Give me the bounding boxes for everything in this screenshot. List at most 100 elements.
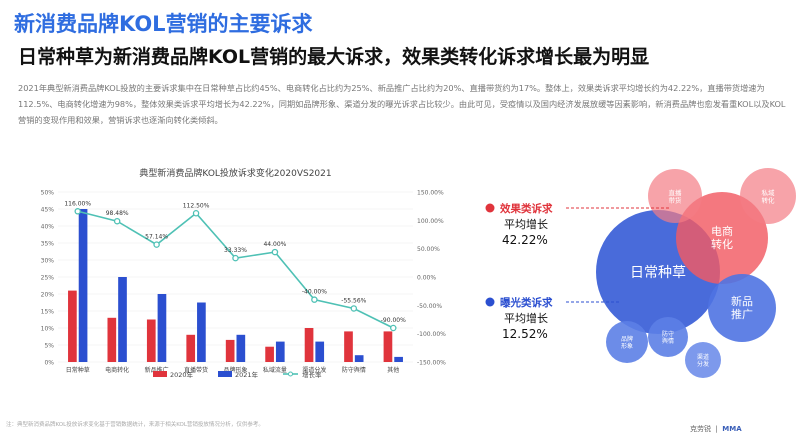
bubble-4 (740, 168, 796, 224)
y-left-tick-label: 20% (41, 292, 55, 299)
y-left-tick-label: 40% (41, 224, 55, 231)
growth-data-label: 116.00% (64, 200, 91, 207)
bar-2021 (236, 334, 246, 362)
bubble-label: 直播带货 (669, 188, 683, 205)
bubble-label: 私域转化 (762, 188, 776, 205)
bubble-label: 新品推广 (731, 294, 753, 321)
bar-2020 (146, 319, 156, 362)
x-tick-label: 直播带货 (184, 366, 208, 374)
bubble-label: 品牌形象 (621, 335, 633, 350)
page-subtitle: 日常种草为新消费品牌KOL营销的最大诉求，效果类转化诉求增长最为明显 (18, 46, 650, 68)
annotation-dot-0 (485, 203, 495, 213)
growth-point (232, 254, 239, 262)
bubble-label: 渠道分发 (697, 353, 709, 368)
logo-b: MMA (722, 425, 742, 433)
growth-data-label: -55.56% (341, 297, 366, 304)
y-left-tick-label: 5% (44, 343, 54, 350)
bar-2020 (344, 331, 353, 362)
y-right-tick-label: 0.00% (417, 275, 436, 282)
bubble-7 (685, 342, 721, 378)
growth-point (74, 208, 81, 215)
growth-data-label: 33.33% (224, 247, 247, 254)
y-left-tick-label: 35% (41, 241, 55, 248)
legend-swatch-2021 (218, 371, 232, 377)
bubble-6 (648, 317, 688, 357)
y-left-tick-label: 50% (41, 190, 55, 197)
bar-2021 (197, 302, 206, 362)
y-left-tick-label: 30% (41, 258, 55, 265)
growth-data-label: 98.48% (106, 210, 129, 217)
growth-point (390, 324, 397, 332)
bubble-label: 日常种草 (630, 265, 686, 281)
growth-point (350, 305, 358, 312)
annotation-dot-1 (485, 297, 495, 307)
bubble-3 (648, 169, 702, 223)
bar-2021 (354, 355, 364, 362)
legend-swatch-2020 (153, 371, 167, 377)
bar-2020 (186, 334, 196, 362)
logo-a: 克劳锐 (690, 425, 711, 433)
legend-label-growth: 增长率 (302, 370, 322, 379)
y-left-tick-label: 25% (41, 275, 55, 282)
x-tick-label: 电商转化 (105, 366, 129, 374)
bar-line-chart: 典型新消费品牌KOL投放诉求变化2020VS2021 0% 5% 10% 15% 20% 2… (41, 167, 447, 379)
bar-2021 (315, 341, 325, 362)
annotation-sub-0: 平均增长 (504, 217, 548, 231)
growth-data-label: 112.50% (183, 202, 210, 209)
bar-2021 (78, 209, 88, 362)
bar-2020 (304, 328, 314, 362)
bar-2021 (118, 277, 127, 362)
source-logos: 克劳锐 | MMA (690, 425, 742, 433)
bar-2020 (68, 290, 77, 362)
bar-2020 (383, 331, 393, 362)
x-tick-label: 其他 (387, 366, 399, 374)
body-paragraph: 2021年典型新消费品牌KOL投放的主要诉求集中在日常种草占比约45%、电商转化… (18, 83, 786, 125)
y-right-tick-label: -150.00% (417, 360, 446, 367)
y-left-tick-label: 10% (41, 326, 55, 333)
growth-point (311, 296, 318, 303)
bar-2020 (107, 317, 117, 362)
y-left-tick-label: 45% (41, 207, 55, 214)
growth-data-label: -90.00% (381, 317, 406, 324)
x-tick-label: 私域流量 (263, 366, 287, 374)
y-right-tick-label: 100.00% (417, 218, 444, 225)
annotation-title-1: 曝光类诉求 (500, 296, 553, 309)
bubble-label: 防守舆情 (662, 330, 674, 345)
bar-2021 (275, 341, 285, 362)
bar-2021 (394, 356, 403, 362)
y-right-tick-label: 50.00% (417, 246, 440, 253)
legend-swatch-growth-dot (288, 371, 293, 377)
annotation-sub-1: 平均增长 (504, 311, 548, 325)
y-right-tick-label: -50.00% (417, 303, 442, 310)
x-tick-label: 品牌形象 (223, 366, 247, 374)
growth-point (192, 210, 200, 217)
chart-title: 典型新消费品牌KOL投放诉求变化2020VS2021 (139, 167, 331, 179)
annotation-value-0: 42.22% (502, 233, 548, 247)
x-tick-label: 渠道分发 (302, 366, 326, 374)
growth-data-label: 57.14% (145, 234, 168, 241)
y-right-tick-label: 150.00% (417, 190, 444, 197)
growth-point (153, 241, 160, 248)
bar-2020 (265, 346, 274, 362)
bubble-2 (708, 274, 776, 342)
growth-point (113, 217, 121, 225)
y-right-tick-label: -100.00% (417, 331, 446, 338)
growth-data-label: 44.00% (263, 241, 286, 248)
bubble-label: 电商转化 (711, 224, 733, 251)
x-tick-label: 防守舆情 (342, 366, 366, 374)
growth-point (271, 248, 279, 256)
y-left-tick-label: 15% (41, 309, 55, 316)
legend-label-2020: 2020年 (170, 370, 194, 379)
growth-data-label: -40.00% (302, 289, 327, 296)
x-tick-label: 日常种草 (66, 366, 90, 374)
y-left-tick-label: 0% (44, 360, 54, 367)
legend-label-2021: 2021年 (235, 370, 259, 379)
footnote: 注：典型新消费品牌KOL投放诉求变化基于营销数据统计，来源于相关KOL营销投放情… (6, 422, 264, 428)
page-title: 新消费品牌KOL营销的主要诉求 (14, 12, 313, 36)
annotation-value-1: 12.52% (502, 327, 548, 341)
bubble-5 (606, 321, 648, 363)
x-tick-label: 新品推广 (145, 366, 169, 374)
bubble-1 (676, 192, 768, 284)
bar-2020 (225, 339, 235, 362)
